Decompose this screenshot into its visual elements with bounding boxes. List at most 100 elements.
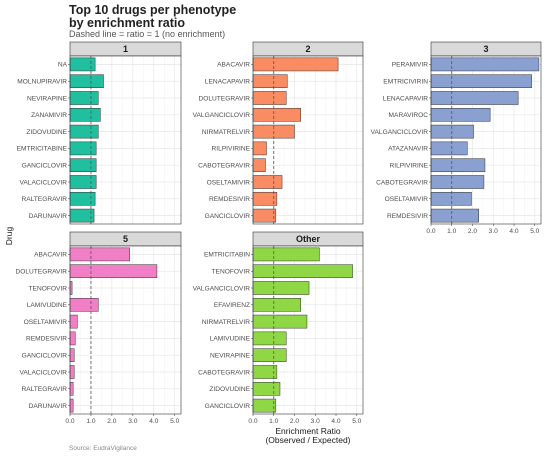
category-label: OSELTAMIVIR <box>24 319 68 326</box>
x-tick-label: 5.0 <box>530 228 539 235</box>
bar <box>69 398 74 413</box>
category-label: MARAVIROC <box>389 112 429 119</box>
bar <box>252 158 266 173</box>
category-label: RALTEGRAVIR <box>21 196 67 203</box>
category-label: TENOFOVIR <box>29 285 68 292</box>
bar <box>69 314 78 329</box>
category-label: GANCICLOVIR <box>22 163 68 170</box>
facet-border <box>69 55 182 225</box>
category-label: CABOTEGRAVIR <box>198 163 250 170</box>
category-label: VALGANCICLOVIR <box>193 112 251 119</box>
category-label: VALGANCICLOVIR <box>193 285 251 292</box>
category-label: EMTRICIVIRIN <box>383 79 428 86</box>
x-axis-title-line1: Enrichment Ratio <box>275 426 340 436</box>
chart-title-line1: Top 10 drugs per phenotype <box>69 3 237 17</box>
category-label: ZIDOVUDINE <box>26 129 67 136</box>
x-tick-label: 2.0 <box>107 418 116 425</box>
bar <box>252 398 277 413</box>
category-label: GANCICLOVIR <box>205 213 251 220</box>
x-tick-label: 3.0 <box>311 418 320 425</box>
category-label: LAMIVUDINE <box>210 336 251 343</box>
category-label: PERAMIVIR <box>392 62 429 69</box>
bar <box>69 91 99 105</box>
category-label: ZANAMIVIR <box>31 112 67 119</box>
chart-title: Top 10 drugs per phenotype by enrichment… <box>69 4 369 30</box>
bar <box>252 91 287 105</box>
bar <box>252 331 287 346</box>
bar <box>430 124 474 139</box>
facet-strip-label: 3 <box>483 44 488 54</box>
x-tick-label: 2.0 <box>290 418 299 425</box>
bar <box>252 208 277 223</box>
facet-strip-label: 1 <box>123 44 128 54</box>
bar <box>252 191 278 206</box>
bar <box>69 331 76 346</box>
category-label: VALACICLOVIR <box>19 369 67 376</box>
category-label: GANCICLOVIR <box>22 353 68 360</box>
bar <box>252 381 281 396</box>
bar <box>430 191 472 206</box>
category-label: CABOTEGRAVIR <box>198 369 250 376</box>
bar <box>430 74 532 89</box>
bar <box>430 107 491 122</box>
bar <box>69 365 75 379</box>
bar <box>252 141 267 156</box>
facet-strip-label: 2 <box>305 44 310 54</box>
bar <box>252 74 288 89</box>
chart-title-line2: by enrichment ratio <box>69 16 185 30</box>
bar <box>252 297 301 312</box>
facet-border <box>252 245 364 415</box>
bar <box>69 124 99 139</box>
bar <box>252 247 320 262</box>
x-tick-label: 5.0 <box>170 418 179 425</box>
bar <box>69 264 158 279</box>
facet-strip-label: Other <box>296 234 321 244</box>
category-label: LENACAPAVIR <box>383 95 428 102</box>
x-tick-label: 5.0 <box>352 418 361 425</box>
facet-border <box>69 245 182 415</box>
facet-border <box>252 55 364 225</box>
x-tick-label: 1.0 <box>447 228 456 235</box>
category-label: ATAZANAVIR <box>388 146 428 153</box>
category-label: EMTRICITABINE <box>17 146 68 153</box>
category-label: REMDESIVIR <box>209 196 250 203</box>
bar <box>69 348 75 363</box>
x-tick-label: 3.0 <box>489 228 498 235</box>
category-label: DARUNAVIR <box>29 403 68 410</box>
x-tick-label: 0.0 <box>65 418 74 425</box>
category-label: RILPIVIRINE <box>212 146 251 153</box>
category-label: TENOFOVIR <box>212 269 251 276</box>
bar <box>252 264 353 279</box>
category-label: RALTEGRAVIR <box>21 386 67 393</box>
bar <box>69 381 74 396</box>
bar <box>69 141 97 156</box>
facet-strip-label: 5 <box>123 234 128 244</box>
category-label: VALACICLOVIR <box>19 179 67 186</box>
bar <box>252 107 301 122</box>
category-label: ABACAVIR <box>217 62 250 69</box>
x-tick-label: 1.0 <box>86 418 95 425</box>
x-tick-label: 0.0 <box>426 228 435 235</box>
bar <box>252 365 278 379</box>
category-label: MOLNUPIRAVIR <box>17 79 67 86</box>
bar <box>430 91 519 105</box>
x-tick-label: 2.0 <box>468 228 477 235</box>
category-label: NIRMATRELVIR <box>202 129 250 136</box>
category-label: OSELTAMIVIR <box>385 196 429 203</box>
category-label: NA <box>58 62 68 69</box>
bar <box>252 57 339 72</box>
bar <box>69 74 104 89</box>
category-label: ZIDOVUDINE <box>209 386 250 393</box>
bar <box>69 281 73 295</box>
category-label: REMDESIVIR <box>26 336 67 343</box>
x-tick-label: 4.0 <box>149 418 158 425</box>
bar <box>252 348 287 363</box>
category-label: DOLUTEGRAVIR <box>198 95 250 102</box>
x-tick-label: 3.0 <box>128 418 137 425</box>
bar <box>252 175 283 189</box>
chart-subtitle: Dashed line = ratio = 1 (no enrichment) <box>69 29 226 39</box>
bar <box>430 158 486 173</box>
facet-border <box>430 55 542 225</box>
bar <box>430 175 485 189</box>
x-tick-label: 1.0 <box>269 418 278 425</box>
